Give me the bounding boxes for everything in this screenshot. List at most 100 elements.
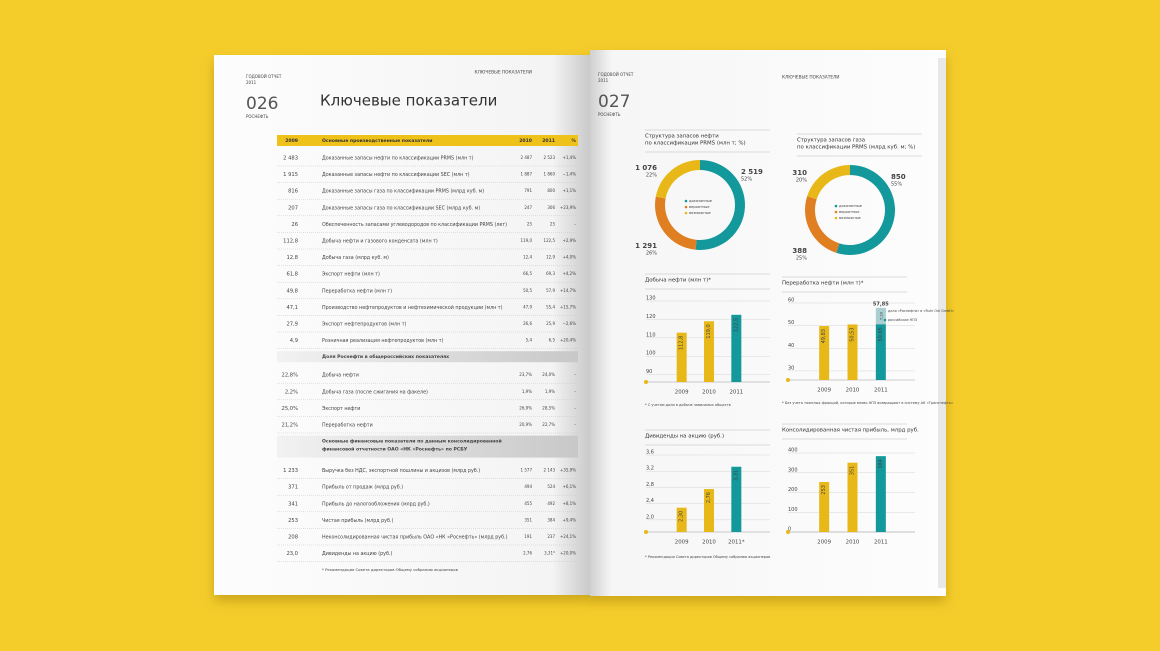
x-tick-label: 2009: [675, 540, 689, 546]
x-tick-label: 2010: [702, 390, 716, 396]
section-title: финансовой отчетности ОАО «НК «Роснефть»…: [322, 446, 468, 453]
row-value-2009: 4,9: [290, 338, 298, 344]
percent-label: 25%: [796, 256, 807, 262]
table-header-bg: [277, 135, 578, 146]
percent-label: 22%: [646, 173, 657, 179]
row-value-2009: 112,8: [283, 239, 298, 245]
value-label: 122,5: [733, 318, 739, 332]
x-tick-label: 2010: [846, 540, 860, 546]
brand: РОСНЕФТЬ: [246, 114, 269, 119]
legend-dot: [883, 309, 887, 313]
table-header-cell: 2010: [519, 138, 532, 144]
row-value-2009: 25,0%: [282, 406, 299, 412]
chart-footnote: * Без учета тяжелых фракций, которые вно…: [782, 401, 953, 405]
y-tick-label: 0: [788, 527, 791, 533]
legend-dot: [834, 210, 838, 214]
x-tick-label: 2011: [729, 390, 743, 396]
y-tick-label: 100: [788, 507, 798, 513]
page-number: 027: [598, 92, 630, 112]
y-tick-label: 40: [788, 343, 794, 349]
table-header-cell: %: [571, 138, 576, 144]
row-value: 2,76: [523, 551, 532, 556]
page-title: Ключевые показатели: [320, 92, 497, 110]
bar: [847, 324, 858, 380]
running-head: ГОДОВОЙ ОТЧЕТ: [598, 72, 634, 77]
value-label: 50,53: [850, 327, 856, 341]
row-value: 791: [524, 188, 532, 193]
bar: [731, 314, 742, 382]
row-value-2009: 371: [288, 485, 298, 491]
row-value-2009: 12,8: [286, 255, 298, 261]
row-value-2009: 22,8%: [282, 373, 299, 379]
percent-label: 20%: [796, 178, 807, 184]
value-label: 351: [850, 466, 856, 476]
donut-segment: [807, 165, 850, 200]
row-value: 455: [524, 501, 532, 506]
row-value: –: [574, 422, 576, 427]
row-value-2009: 2 483: [283, 156, 298, 162]
row-value: 1,9%: [522, 389, 532, 394]
section-title: Основные финансовые показатели по данным…: [322, 438, 502, 445]
row-value: 306: [547, 205, 555, 210]
row-value: 800: [547, 188, 555, 193]
bar: [704, 321, 714, 382]
row-value: 384: [547, 517, 555, 522]
page-edge: [938, 58, 946, 588]
value-label: 119,0: [706, 324, 712, 338]
y-tick-label: 2,8: [646, 482, 654, 488]
row-value: −1,4%: [562, 172, 576, 177]
row-label: Экспорт нефти (млн т): [322, 272, 380, 278]
row-value: 24,0%: [542, 372, 555, 377]
row-value: +2,9%: [562, 238, 576, 243]
row-label: Добыча нефти и газового конденсата (млн …: [322, 239, 438, 245]
row-label: Добыча газа (после сжигания на факеле): [322, 389, 428, 395]
y-tick-label: 3,2: [646, 466, 654, 472]
row-value: –: [574, 405, 576, 410]
row-value: –: [574, 389, 576, 394]
content: ГОДОВОЙ ОТЧЕТ 2011 КЛЮЧЕВЫЕ ПОКАЗАТЕЛИ 0…: [246, 70, 954, 573]
row-value-2009: 1 233: [283, 468, 298, 474]
row-value: +35,9%: [560, 468, 576, 473]
row-value: 25: [550, 221, 556, 226]
page-number: 026: [246, 94, 278, 114]
value-label: 7,20: [878, 311, 883, 320]
row-value: 5,4: [526, 338, 533, 343]
row-value: 494: [524, 484, 532, 489]
bar: [875, 456, 886, 532]
bar: [676, 332, 687, 382]
row-value: +14,7%: [560, 288, 576, 293]
row-value: 47,9: [523, 304, 532, 309]
chart-title: Структура запасов нефти: [645, 134, 719, 140]
row-label: Добыча газа (млрд куб. м): [322, 255, 389, 261]
row-value: 26,9%: [519, 405, 532, 410]
section-title: Доля Роснефти в общероссийских показател…: [322, 353, 449, 360]
axis-dot: [644, 380, 648, 384]
row-value: 2 487: [521, 155, 533, 160]
row-value-2009: 207: [288, 205, 298, 211]
row-value: +6,1%: [562, 484, 576, 489]
value-label: 50,65: [878, 327, 884, 341]
row-value: 12,4: [523, 255, 532, 260]
row-value: 50,5: [523, 288, 532, 293]
percent-label: 26%: [646, 251, 657, 257]
x-tick-label: 2009: [817, 388, 831, 394]
percent-label: 55%: [891, 182, 902, 188]
row-value: 57,9: [546, 288, 555, 293]
x-tick-label: 2011: [874, 540, 888, 546]
donut-segment: [836, 165, 896, 256]
legend-label: доказанные: [689, 199, 713, 203]
value-label: 388: [792, 247, 807, 255]
x-tick-label: 2010: [702, 540, 716, 546]
row-value: 23,7%: [519, 372, 532, 377]
row-value: +24,1%: [560, 534, 576, 539]
row-value: 1 860: [544, 172, 556, 177]
y-tick-label: 30: [788, 365, 794, 371]
chart-title: Структура запасов газа: [797, 138, 865, 144]
table-header-cell: Основные производственные показатели: [322, 138, 433, 144]
x-tick-label: 2009: [675, 390, 689, 396]
legend-label: возможные: [839, 216, 862, 220]
legend-dot: [834, 216, 838, 220]
bar: [875, 324, 886, 380]
row-label: Прибыль до налогообложения (млрд руб.): [322, 501, 430, 507]
brand: РОСНЕФТЬ: [598, 112, 621, 117]
